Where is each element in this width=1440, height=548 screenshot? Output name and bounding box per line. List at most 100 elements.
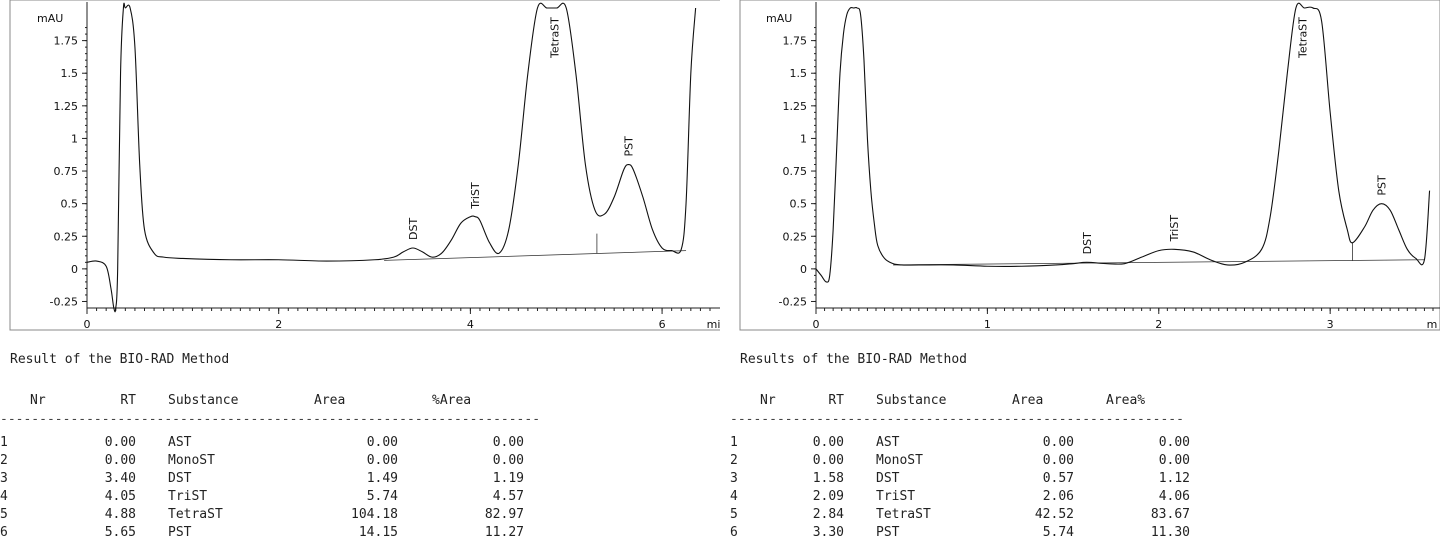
plot-frame [10, 0, 720, 330]
cell-nr: 6 [730, 524, 738, 542]
x-tick-label: 2 [275, 318, 282, 331]
peak-label: DST [1081, 232, 1094, 254]
x-tick-label: 3 [1327, 318, 1334, 331]
integration-baseline [384, 251, 686, 261]
y-tick-label: 0.25 [783, 230, 808, 243]
cell-area: 2.06 [1012, 488, 1074, 506]
peak-label: PST [1376, 175, 1389, 196]
y-tick-label: 0.5 [790, 198, 808, 211]
table-separator: ----------------------------------------… [0, 412, 540, 427]
cell-area: 42.52 [1012, 506, 1074, 524]
header-pct-area: Area% [1106, 392, 1145, 410]
cell-substance: TriST [168, 488, 207, 506]
cell-nr: 4 [0, 488, 8, 506]
y-tick-label: 1.5 [61, 67, 79, 80]
header-nr: Nr [30, 392, 46, 410]
x-tick-label: 4 [467, 318, 474, 331]
cell-nr: 5 [730, 506, 738, 524]
table-row: 5 2.84 TetraST 42.52 83.67 [730, 506, 1210, 524]
cell-area: 0.00 [1012, 452, 1074, 470]
table-row: 1 0.00 AST 0.00 0.00 [0, 434, 540, 452]
cell-area: 0.00 [340, 434, 398, 452]
cell-nr: 1 [0, 434, 8, 452]
chromatogram-chart-right: -0.25 0 0.25 0.5 0.75 1 1.25 1.5 1.75 mAU 0 1 2 3 m DST… [720, 0, 1440, 340]
results-table-right: Nr RT Substance Area Area% -------------… [730, 392, 1210, 542]
cell-nr: 3 [730, 470, 738, 488]
cell-nr: 3 [0, 470, 8, 488]
y-tick-label: 0.25 [54, 230, 79, 243]
y-tick-label: 1.75 [54, 35, 79, 48]
integration-baseline [893, 260, 1424, 265]
cell-rt: 1.58 [800, 470, 844, 488]
table-row: 4 2.09 TriST 2.06 4.06 [730, 488, 1210, 506]
cell-pct-area: 0.00 [460, 434, 524, 452]
x-tick-label: 2 [1155, 318, 1162, 331]
cell-rt: 2.09 [800, 488, 844, 506]
cell-pct-area: 4.06 [1126, 488, 1190, 506]
table-row: 5 4.88 TetraST 104.18 82.97 [0, 506, 540, 524]
y-tick-label: 0 [71, 263, 78, 276]
header-pct-area: %Area [432, 392, 471, 410]
cell-pct-area: 0.00 [460, 452, 524, 470]
y-tick-label: 1 [71, 132, 78, 145]
y-tick-label: 1.25 [783, 100, 808, 113]
header-area: Area [1012, 392, 1043, 410]
table-separator: ----------------------------------------… [730, 412, 1184, 427]
results-table-left: Nr RT Substance Area %Area -------------… [0, 392, 540, 542]
cell-rt: 4.05 [90, 488, 136, 506]
cell-pct-area: 4.57 [460, 488, 524, 506]
header-rt: RT [804, 392, 844, 410]
table-row: 3 3.40 DST 1.49 1.19 [0, 470, 540, 488]
cell-area: 1.49 [340, 470, 398, 488]
y-tick-label: 0 [800, 263, 807, 276]
y-tick-label: -0.25 [779, 295, 807, 308]
result-title-right: Results of the BIO-RAD Method [740, 352, 967, 367]
cell-substance: TetraST [168, 506, 223, 524]
cell-pct-area: 11.30 [1126, 524, 1190, 542]
table-row: 1 0.00 AST 0.00 0.00 [730, 434, 1210, 452]
x-tick-label: 0 [84, 318, 91, 331]
y-axis-unit-label: mAU [37, 12, 63, 25]
cell-rt: 0.00 [800, 434, 844, 452]
table-row: 2 0.00 MonoST 0.00 0.00 [730, 452, 1210, 470]
y-tick-label: 1.25 [54, 100, 79, 113]
header-substance: Substance [168, 392, 238, 410]
cell-rt: 3.30 [800, 524, 844, 542]
cell-rt: 4.88 [90, 506, 136, 524]
y-axis-unit-label: mAU [766, 12, 792, 25]
cell-pct-area: 1.12 [1126, 470, 1190, 488]
cell-substance: DST [168, 470, 191, 488]
cell-nr: 1 [730, 434, 738, 452]
cell-nr: 2 [730, 452, 738, 470]
cell-substance: DST [876, 470, 899, 488]
cell-substance: TriST [876, 488, 915, 506]
cell-rt: 2.84 [800, 506, 844, 524]
header-nr: Nr [760, 392, 776, 410]
cell-pct-area: 11.27 [460, 524, 524, 542]
peak-label: PST [623, 136, 636, 157]
cell-substance: TetraST [876, 506, 931, 524]
x-axis-unit-label: m [1427, 318, 1438, 331]
cell-rt: 0.00 [90, 452, 136, 470]
cell-rt: 0.00 [90, 434, 136, 452]
y-tick-label: 0.5 [61, 198, 79, 211]
cell-nr: 6 [0, 524, 8, 542]
cell-substance: PST [168, 524, 191, 542]
cell-pct-area: 1.19 [460, 470, 524, 488]
cell-pct-area: 0.00 [1126, 434, 1190, 452]
cell-area: 0.00 [340, 452, 398, 470]
y-tick-label: 1.75 [783, 35, 808, 48]
cell-nr: 2 [0, 452, 8, 470]
cell-area: 5.74 [1012, 524, 1074, 542]
cell-nr: 4 [730, 488, 738, 506]
x-tick-label: 0 [813, 318, 820, 331]
cell-area: 0.57 [1012, 470, 1074, 488]
left-panel: -0.25 0 0.25 0.5 0.75 1 1.25 1.5 1.75 mAU 0 2 4 6 min D… [0, 0, 720, 548]
peak-label: TetraST [549, 17, 562, 59]
cell-rt: 3.40 [90, 470, 136, 488]
table-header-row: Nr RT Substance Area Area% [730, 392, 777, 410]
x-tick-label: 6 [659, 318, 666, 331]
cell-area: 0.00 [1012, 434, 1074, 452]
signal-trace [87, 3, 696, 312]
table-row: 4 4.05 TriST 5.74 4.57 [0, 488, 540, 506]
